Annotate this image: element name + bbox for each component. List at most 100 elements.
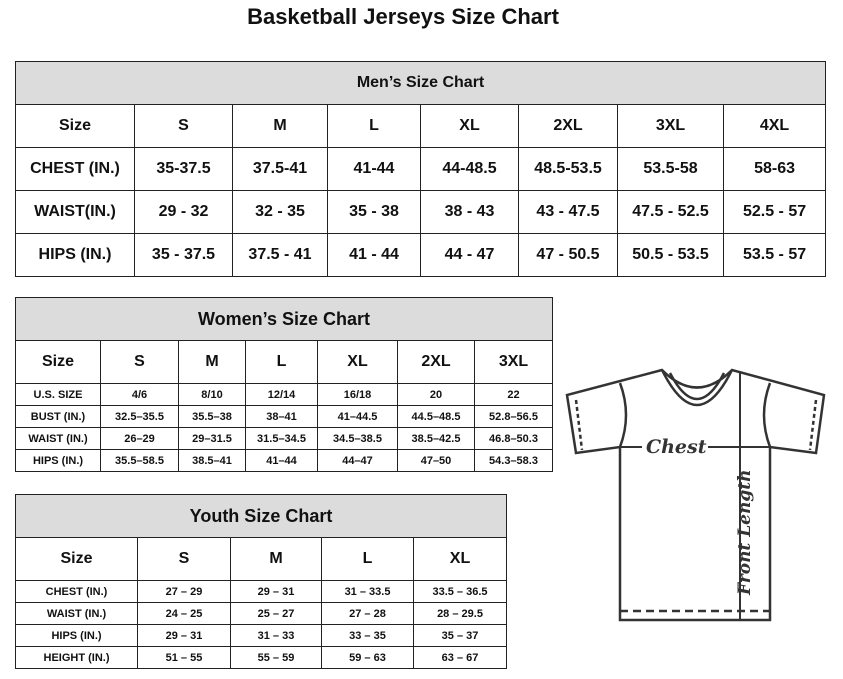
table-row: WAIST(IN.) 29 - 32 32 - 35 35 - 38 38 - 43 43… [15, 190, 827, 234]
value-cell: 63 – 67 [412, 646, 508, 669]
value-cell: 52.8–56.5 [473, 405, 554, 428]
header-cell: 2XL [397, 340, 475, 384]
table-row: BUST (IN.) 32.5–35.5 35.5–38 38–41 41–44.5 44… [15, 405, 554, 428]
header-cell: 3XL [617, 104, 724, 148]
row-label: HIPS (IN.) [15, 624, 138, 647]
row-label: U.S. SIZE [15, 383, 101, 406]
table-heading: Youth Size Chart [14, 494, 508, 538]
value-cell: 44.5–48.5 [397, 405, 475, 428]
value-cell: 38 - 43 [420, 190, 519, 234]
value-cell: 35-37.5 [134, 147, 233, 191]
value-cell: 12/14 [245, 383, 318, 406]
page-title: Basketball Jerseys Size Chart [247, 4, 559, 29]
value-cell: 33.5 – 36.5 [412, 580, 508, 603]
mens-size-table: Men’s Size Chart Size S M L XL 2XL 3XL 4XL CHEST … [14, 61, 827, 277]
value-cell: 37.5 - 41 [232, 233, 328, 277]
header-cell: S [134, 104, 233, 148]
value-cell: 29–31.5 [178, 427, 246, 450]
value-cell: 35.5–58.5 [100, 449, 179, 472]
value-cell: 32.5–35.5 [100, 405, 179, 428]
value-cell: 41-44 [327, 147, 421, 191]
table-heading: Women’s Size Chart [14, 297, 554, 341]
table-row: HIPS (IN.) 35 - 37.5 37.5 - 41 41 - 44 44 - … [15, 233, 827, 277]
size-header-row: Size S M L XL [15, 537, 508, 581]
table-heading-row: Youth Size Chart [14, 494, 508, 538]
value-cell: 8/10 [178, 383, 246, 406]
value-cell: 34.5–38.5 [317, 427, 398, 450]
value-cell: 35.5–38 [178, 405, 246, 428]
value-cell: 47–50 [397, 449, 475, 472]
header-cell: Size [15, 340, 101, 384]
row-label: CHEST (IN.) [15, 580, 138, 603]
header-cell: Size [15, 537, 138, 581]
value-cell: 41–44 [245, 449, 318, 472]
value-cell: 37.5-41 [232, 147, 328, 191]
value-cell: 38–41 [245, 405, 318, 428]
header-cell: M [230, 537, 322, 581]
value-cell: 20 [397, 383, 475, 406]
value-cell: 53.5 - 57 [722, 233, 827, 277]
header-cell: L [321, 537, 414, 581]
table-row: CHEST (IN.) 27 – 29 29 – 31 31 – 33.5 33.5 –… [15, 580, 508, 603]
value-cell: 44-48.5 [420, 147, 519, 191]
header-cell: S [100, 340, 179, 384]
value-cell: 46.8–50.3 [473, 427, 554, 450]
value-cell: 55 – 59 [230, 646, 322, 669]
value-cell: 31.5–34.5 [245, 427, 318, 450]
value-cell: 27 – 29 [137, 580, 231, 603]
chest-label: Chest [646, 436, 707, 458]
value-cell: 28 – 29.5 [412, 602, 508, 625]
value-cell: 44 - 47 [420, 233, 519, 277]
header-cell: L [245, 340, 318, 384]
value-cell: 32 - 35 [232, 190, 328, 234]
row-label: CHEST (IN.) [15, 147, 135, 191]
value-cell: 35 – 37 [412, 624, 508, 647]
header-cell: 2XL [518, 104, 618, 148]
header-cell: M [178, 340, 246, 384]
header-cell: XL [412, 537, 508, 581]
value-cell: 26–29 [100, 427, 179, 450]
value-cell: 58-63 [722, 147, 827, 191]
row-label: HEIGHT (IN.) [15, 646, 138, 669]
front-length-label: Front Length [735, 470, 755, 596]
size-header-row: Size S M L XL 2XL 3XL [15, 340, 554, 384]
value-cell: 35 - 37.5 [134, 233, 233, 277]
row-label: BUST (IN.) [15, 405, 101, 428]
table-heading-row: Men’s Size Chart [14, 61, 827, 105]
header-cell: 4XL [722, 104, 827, 148]
value-cell: 38.5–41 [178, 449, 246, 472]
t-shirt-icon: Chest Front Length [565, 368, 826, 622]
value-cell: 24 – 25 [137, 602, 231, 625]
value-cell: 53.5-58 [617, 147, 724, 191]
value-cell: 44–47 [317, 449, 398, 472]
value-cell: 22 [473, 383, 554, 406]
size-header-row: Size S M L XL 2XL 3XL 4XL [15, 104, 827, 148]
header-cell: XL [420, 104, 519, 148]
value-cell: 41 - 44 [327, 233, 421, 277]
youth-size-table: Youth Size Chart Size S M L XL CHEST (IN.) 27 –… [14, 494, 508, 669]
value-cell: 38.5–42.5 [397, 427, 475, 450]
table-row: HEIGHT (IN.) 51 – 55 55 – 59 59 – 63 63 – 67 [15, 646, 508, 669]
header-cell: XL [317, 340, 398, 384]
value-cell: 54.3–58.3 [473, 449, 554, 472]
header-cell: S [137, 537, 231, 581]
row-label: HIPS (IN.) [15, 449, 101, 472]
table-row: HIPS (IN.) 29 – 31 31 – 33 33 – 35 35 – 37 [15, 624, 508, 647]
value-cell: 43 - 47.5 [518, 190, 618, 234]
row-label: WAIST(IN.) [15, 190, 135, 234]
header-cell: Size [15, 104, 135, 148]
value-cell: 29 – 31 [137, 624, 231, 647]
value-cell: 29 - 32 [134, 190, 233, 234]
value-cell: 29 – 31 [230, 580, 322, 603]
row-label: HIPS (IN.) [15, 233, 135, 277]
table-heading-row: Women’s Size Chart [14, 297, 554, 341]
value-cell: 33 – 35 [321, 624, 414, 647]
value-cell: 47 - 50.5 [518, 233, 618, 277]
value-cell: 59 – 63 [321, 646, 414, 669]
table-heading: Men’s Size Chart [14, 61, 827, 105]
value-cell: 16/18 [317, 383, 398, 406]
value-cell: 52.5 - 57 [722, 190, 827, 234]
table-row: CHEST (IN.) 35-37.5 37.5-41 41-44 44-48.5 48.… [15, 147, 827, 191]
value-cell: 47.5 - 52.5 [617, 190, 724, 234]
value-cell: 31 – 33.5 [321, 580, 414, 603]
